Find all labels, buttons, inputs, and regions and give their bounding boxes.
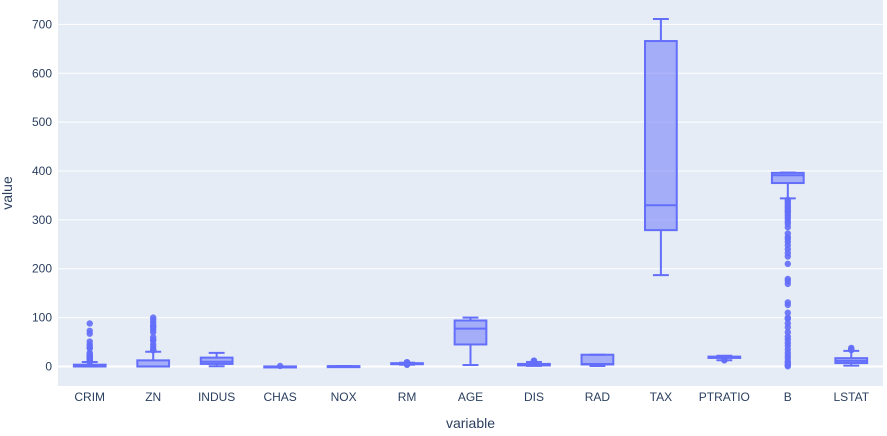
outlier-point bbox=[784, 230, 792, 237]
x-tick-label: RM bbox=[398, 390, 417, 404]
box-crim[interactable] bbox=[72, 320, 107, 368]
box-iqr bbox=[770, 171, 805, 185]
outlier-point bbox=[530, 357, 538, 364]
box-dis[interactable] bbox=[517, 357, 551, 367]
outlier-point bbox=[784, 309, 792, 316]
outlier-point bbox=[149, 333, 157, 341]
y-tick-label: 600 bbox=[32, 66, 52, 80]
x-tick-label: CHAS bbox=[263, 390, 296, 404]
outlier-point bbox=[86, 349, 93, 356]
y-tick-label: 300 bbox=[32, 213, 52, 227]
box-rm[interactable] bbox=[390, 358, 424, 368]
box-ptratio[interactable] bbox=[707, 354, 742, 364]
box-iqr bbox=[453, 319, 488, 346]
x-tick-label: CRIM bbox=[74, 390, 105, 404]
outlier-point bbox=[784, 320, 792, 327]
x-tick-label: TAX bbox=[650, 390, 672, 404]
x-tick-label: RAD bbox=[585, 390, 611, 404]
outlier-point bbox=[276, 362, 284, 370]
x-tick-label: B bbox=[784, 390, 792, 404]
x-axis-ticks: CRIM ZN INDUS CHAS NOX RM AGE DIS RAD TAX PTRATIO B… bbox=[74, 390, 869, 404]
outlier-point bbox=[784, 260, 792, 268]
box-iqr bbox=[644, 40, 678, 232]
outlier-point bbox=[403, 358, 411, 366]
outlier-point bbox=[721, 356, 728, 364]
outlier-point bbox=[86, 338, 93, 345]
x-tick-label: DIS bbox=[524, 390, 544, 404]
y-tick-label: 500 bbox=[32, 115, 52, 129]
boxes[interactable] bbox=[72, 18, 869, 370]
outlier-point bbox=[86, 320, 93, 327]
x-tick-label: NOX bbox=[331, 390, 357, 404]
y-tick-label: 200 bbox=[32, 262, 52, 276]
x-tick-label: LSTAT bbox=[833, 390, 869, 404]
box-nox[interactable] bbox=[326, 365, 361, 369]
x-tick-label: ZN bbox=[145, 390, 161, 404]
outlier-point bbox=[784, 275, 792, 283]
y-tick-label: 400 bbox=[32, 164, 52, 178]
x-tick-label: PTRATIO bbox=[699, 390, 750, 404]
outlier-point bbox=[86, 327, 93, 334]
outlier-point bbox=[784, 329, 792, 336]
y-tick-label: 100 bbox=[32, 311, 52, 325]
y-tick-label: 0 bbox=[45, 359, 52, 373]
x-tick-label: AGE bbox=[458, 390, 483, 404]
box-b[interactable] bbox=[770, 171, 805, 370]
box-tax[interactable] bbox=[644, 18, 678, 277]
y-axis-ticks: 0 100 200 300 400 500 600 700 bbox=[32, 17, 52, 373]
outlier-point bbox=[784, 196, 792, 204]
x-axis-title: variable bbox=[446, 415, 495, 431]
outlier-point bbox=[784, 314, 792, 321]
box-chas[interactable] bbox=[263, 362, 297, 370]
x-tick-label: INDUS bbox=[198, 390, 235, 404]
box-zn[interactable] bbox=[136, 314, 171, 368]
box-lstat[interactable] bbox=[834, 344, 869, 367]
box-age[interactable] bbox=[453, 316, 488, 367]
box-rad[interactable] bbox=[580, 353, 615, 367]
outlier-point bbox=[784, 299, 792, 306]
y-axis-title: value bbox=[0, 176, 15, 210]
y-tick-label: 700 bbox=[32, 17, 52, 31]
outlier-point bbox=[848, 344, 855, 352]
outlier-point bbox=[149, 314, 157, 321]
outlier-point bbox=[784, 333, 792, 340]
box-indus[interactable] bbox=[199, 351, 234, 368]
